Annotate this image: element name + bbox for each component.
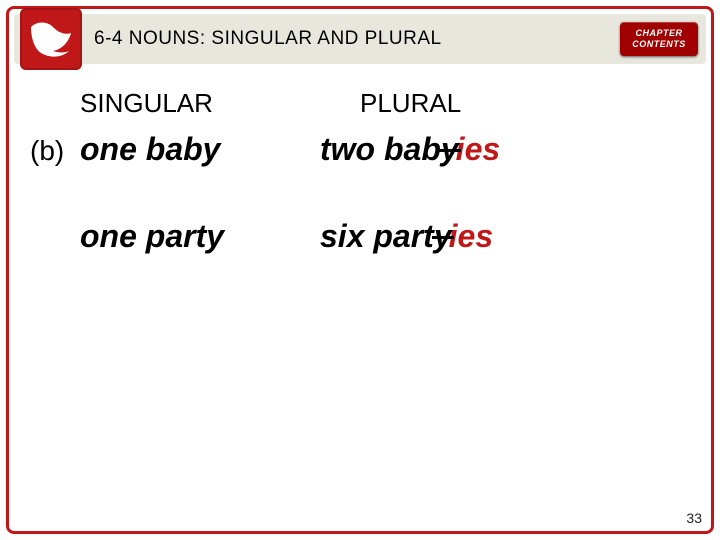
logo-badge <box>20 8 82 70</box>
plural-strike: y <box>434 218 452 255</box>
plural-stem: six part <box>320 218 434 254</box>
plural-stem: two bab <box>320 131 441 167</box>
plural-cell: two babyies <box>320 131 620 168</box>
singular-cell: one baby <box>80 131 320 168</box>
singular-cell: one party <box>80 218 320 255</box>
plural-suffix: ies <box>456 131 500 167</box>
lesson-title: 6-4 NOUNS: SINGULAR AND PLURAL <box>94 28 442 50</box>
column-headers: SINGULAR PLURAL <box>30 88 690 119</box>
table-row: one party six partyies <box>30 218 690 255</box>
header-bar: 6-4 NOUNS: SINGULAR AND PLURAL CHAPTER C… <box>14 14 706 64</box>
chapter-line1: CHAPTER <box>620 28 698 39</box>
chapter-line2: CONTENTS <box>620 39 698 50</box>
table-row: (b) one baby two babyies <box>30 131 690 168</box>
plural-strike: y <box>441 131 459 168</box>
col-singular: SINGULAR <box>80 88 320 119</box>
col-plural: PLURAL <box>320 88 600 119</box>
plural-suffix: ies <box>449 218 493 254</box>
page-number: 33 <box>686 510 702 526</box>
chapter-contents-button[interactable]: CHAPTER CONTENTS <box>620 22 698 56</box>
content-area: SINGULAR PLURAL (b) one baby two babyies… <box>30 88 690 305</box>
row-label: (b) <box>30 135 80 167</box>
bird-icon <box>29 19 73 59</box>
plural-cell: six partyies <box>320 218 620 255</box>
